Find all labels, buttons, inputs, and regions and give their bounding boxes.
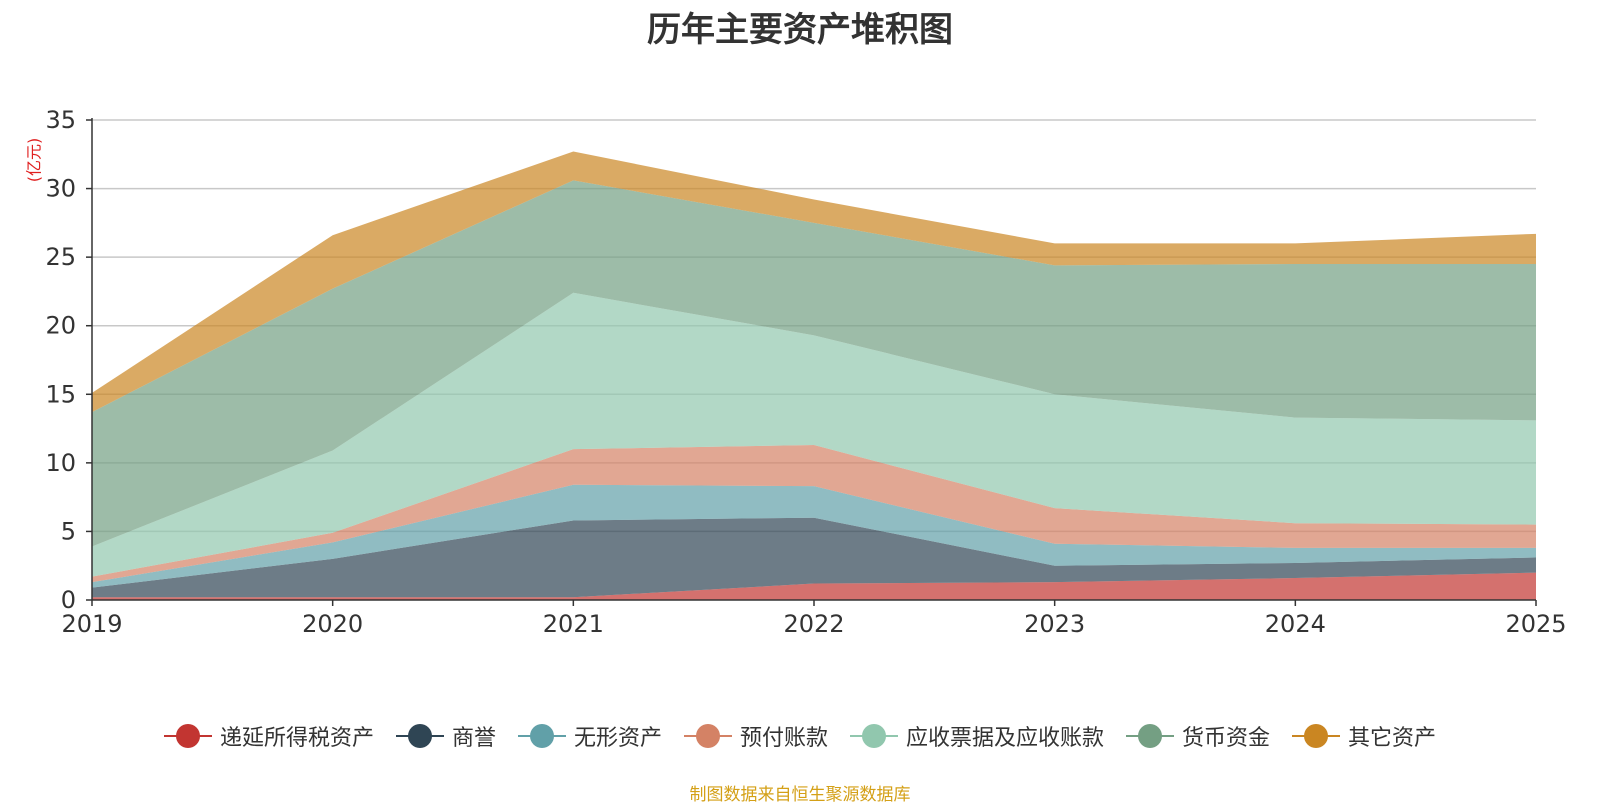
legend-label: 应收票据及应收账款 [906, 726, 1105, 751]
legend: 递延所得税资产 商誉 无形资产 预付账款 应收票据及应收账款 货币资金 其它资产 [0, 718, 1600, 754]
legend-label: 预付账款 [739, 726, 828, 751]
legend-marker-icon [1126, 724, 1175, 748]
legend-item[interactable]: 应收票据及应收账款 [850, 720, 1104, 752]
area-series-layer [92, 151, 1536, 600]
area-series[interactable] [92, 572, 1536, 600]
x-tick-label: 2024 [1265, 610, 1326, 638]
y-tick-label: 5 [61, 517, 76, 545]
legend-marker-icon [1292, 724, 1341, 748]
legend-marker-icon [163, 724, 212, 748]
legend-item[interactable]: 递延所得税资产 [163, 720, 374, 752]
legend-label: 无形资产 [573, 726, 662, 751]
legend-label: 递延所得税资产 [219, 726, 374, 751]
legend-marker-icon [683, 724, 732, 748]
y-tick-label: 30 [45, 175, 76, 203]
legend-marker-icon [395, 724, 444, 748]
source-note: 制图数据来自恒生聚源数据库 [689, 785, 911, 805]
area-series[interactable] [92, 180, 1536, 547]
y-tick-label: 35 [45, 106, 76, 134]
legend-item[interactable]: 其它资产 [1292, 720, 1436, 752]
x-tick-label: 2022 [783, 610, 844, 638]
y-tick-label: 0 [61, 586, 76, 614]
area-series[interactable] [92, 445, 1536, 583]
legend-marker-icon [517, 724, 566, 748]
y-tick-label: 20 [45, 312, 76, 340]
x-tick-label: 2025 [1505, 610, 1566, 638]
area-series[interactable] [92, 517, 1536, 598]
legend-label: 货币资金 [1182, 726, 1271, 751]
area-series[interactable] [92, 292, 1536, 577]
x-tick-label: 2019 [61, 610, 122, 638]
x-tick-label: 2020 [302, 610, 363, 638]
x-tick-label: 2021 [543, 610, 604, 638]
legend-label: 商誉 [451, 726, 496, 751]
legend-item[interactable]: 商誉 [395, 720, 496, 752]
y-tick-label: 10 [45, 449, 76, 477]
legend-item[interactable]: 货币资金 [1126, 720, 1270, 752]
area-series[interactable] [92, 151, 1536, 413]
legend-item[interactable]: 预付账款 [683, 720, 828, 752]
area-series[interactable] [92, 484, 1536, 588]
y-tick-label: 15 [45, 380, 76, 408]
chart-title: 历年主要资产堆积图 [647, 10, 953, 50]
legend-item[interactable]: 无形资产 [517, 720, 662, 752]
legend-label: 其它资产 [1348, 726, 1437, 751]
legend-marker-icon [850, 724, 898, 748]
y-tick-label: 25 [45, 243, 76, 271]
x-tick-label: 2023 [1024, 610, 1085, 638]
